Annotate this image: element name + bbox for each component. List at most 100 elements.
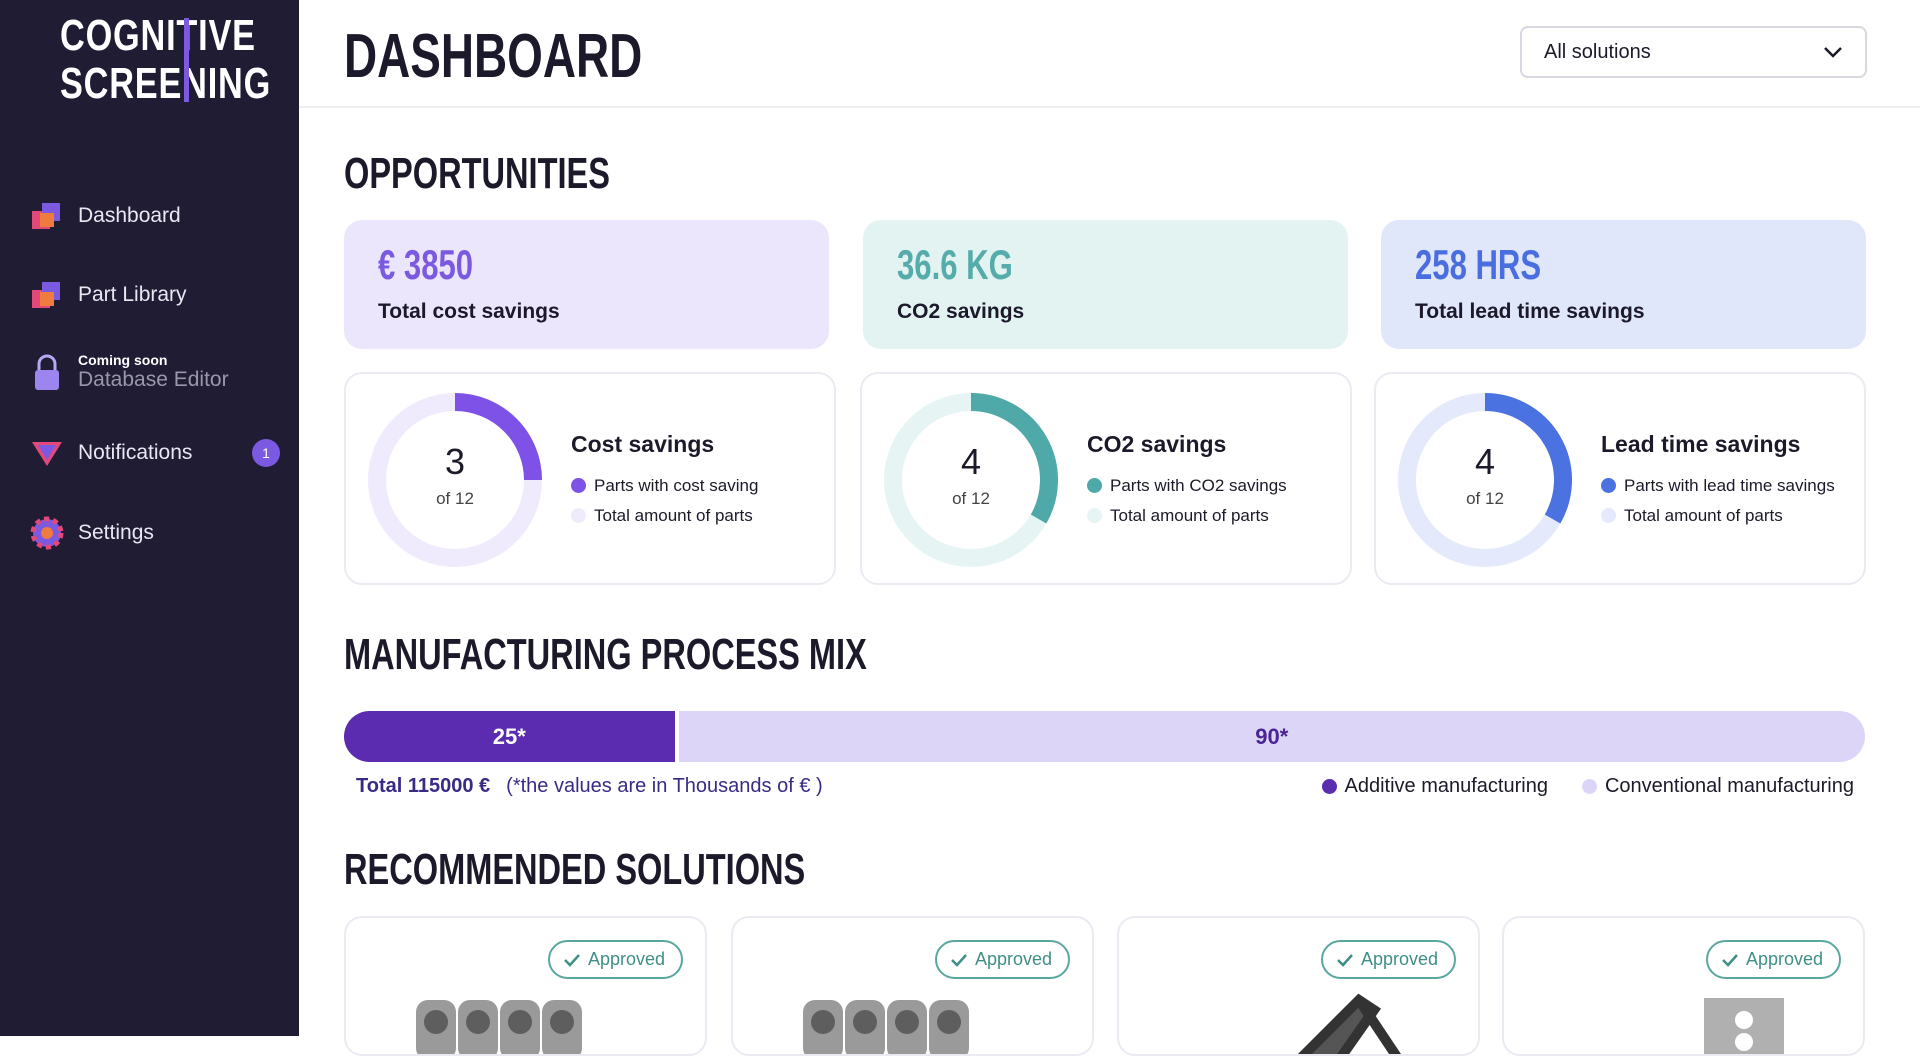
part-image <box>416 1000 582 1054</box>
nav-icon <box>32 442 62 466</box>
legend-item: Total amount of parts <box>1087 506 1337 526</box>
legend-item: Conventional manufacturing <box>1581 775 1854 798</box>
bar-segment: 25* <box>344 711 675 762</box>
donut-arc <box>1484 393 1572 524</box>
donut: 4 of 12 <box>884 393 1058 567</box>
part-hole <box>853 1010 877 1034</box>
nav-item[interactable]: Notifications 1 <box>30 436 280 470</box>
legend-dot <box>1321 779 1337 794</box>
kpi-label: Total cost savings <box>378 300 560 323</box>
logo-line: SCREENING <box>60 59 272 108</box>
bar-segment: 90* <box>674 711 1865 762</box>
legend-item: Additive manufacturing <box>1321 775 1548 798</box>
legend-item: Parts with CO2 savings <box>1087 476 1337 496</box>
nav-icon <box>30 516 64 550</box>
donut-title: Cost savings <box>571 431 715 457</box>
part-image <box>803 1000 969 1054</box>
donut: 4 of 12 <box>1398 393 1572 567</box>
legend-dot <box>571 508 586 523</box>
donut-arc <box>454 393 542 481</box>
nav-item[interactable]: Dashboard <box>30 199 280 233</box>
legend-dot <box>571 478 586 493</box>
sidebar: COGNITIVE SCREENING Dashboard Part Libra… <box>0 0 299 1036</box>
part-image <box>1704 998 1784 1054</box>
kpi-value: € 3850 <box>378 241 474 288</box>
nav-icon <box>35 354 59 390</box>
status-badge: Approved <box>1320 940 1456 979</box>
nav-label: Part Library <box>78 283 187 306</box>
legend-label: Total amount of parts <box>594 506 753 525</box>
logo-line: COGNITIVE <box>60 11 256 60</box>
page-title: DASHBOARD <box>344 22 643 91</box>
legend-dot <box>1601 478 1616 493</box>
part-hole <box>937 1010 961 1034</box>
badge-label: Approved <box>587 949 665 969</box>
donut-title: Lead time savings <box>1601 431 1801 457</box>
legend-dot <box>1581 779 1597 794</box>
donut-total: of 12 <box>1466 489 1504 508</box>
donut-total: of 12 <box>436 489 474 508</box>
kpi-card: € 3850 Total cost savings <box>344 220 829 349</box>
donut-count: 3 <box>445 441 465 482</box>
legend-dot <box>1601 508 1616 523</box>
legend-dot <box>1087 508 1102 523</box>
part-hole <box>550 1010 574 1034</box>
bar-value-label: 90* <box>1255 723 1289 749</box>
chevron <box>1824 47 1842 58</box>
donut-info: Lead time savings Parts with lead time sa… <box>1601 374 1851 583</box>
legend-label: Total amount of parts <box>1110 506 1269 525</box>
solution-card[interactable]: Approved <box>344 916 707 1056</box>
nav-item[interactable]: Settings <box>30 516 280 550</box>
donut-info: CO2 savings Parts with CO2 savings Total a… <box>1087 374 1337 583</box>
donut-arc <box>970 393 1058 524</box>
legend-label: Total amount of parts <box>1624 506 1783 525</box>
part-hole <box>466 1010 490 1034</box>
check <box>1722 953 1738 967</box>
check <box>1337 953 1353 967</box>
donut-card: 4 of 12 Lead time savings Parts with lead t… <box>1374 372 1866 585</box>
nav-icon <box>32 203 60 229</box>
part-hole <box>424 1010 448 1034</box>
status-badge: Approved <box>547 940 683 979</box>
section-title: OPPORTUNITIES <box>344 149 610 198</box>
donut-count: 4 <box>1475 441 1495 482</box>
solution-card[interactable]: Approved <box>1502 916 1865 1056</box>
check-icon <box>1337 953 1353 967</box>
legend-label: Additive manufacturing <box>1344 775 1548 797</box>
legend-label: Conventional manufacturing <box>1604 775 1854 797</box>
check <box>564 953 580 967</box>
bar-value-label: 25* <box>492 723 526 749</box>
legend-label: Parts with CO2 savings <box>1110 476 1287 495</box>
solution-card[interactable]: Approved <box>1117 916 1480 1056</box>
nav-badge: 1 <box>252 439 280 467</box>
nav-item[interactable]: Part Library <box>30 278 280 312</box>
solution-select[interactable]: All solutions <box>1520 26 1867 78</box>
kpi-label: CO2 savings <box>897 300 1025 323</box>
select-label: All solutions <box>1544 40 1651 63</box>
donut-title: CO2 savings <box>1087 431 1227 457</box>
nav-label: Database Editor <box>78 368 229 391</box>
total-label: Total 115000 € <box>356 775 491 797</box>
solution-card[interactable]: Approved <box>731 916 1094 1056</box>
process-legend: Additive manufacturing Conventional manuf… <box>1321 775 1854 798</box>
part-image <box>1297 993 1402 1054</box>
legend-item: Total amount of parts <box>571 506 821 526</box>
legend-dot <box>1087 478 1102 493</box>
part-shape <box>1297 993 1402 1054</box>
kpi-card: 258 HRS Total lead time savings <box>1381 220 1866 349</box>
kpi-value: 36.6 KG <box>897 241 1013 288</box>
legend-item: Total amount of parts <box>1601 506 1851 526</box>
kpi-label: Total lead time savings <box>1415 300 1645 323</box>
status-badge: Approved <box>934 940 1070 979</box>
donut-total: of 12 <box>952 489 990 508</box>
kpi-card: 36.6 KG CO2 savings <box>863 220 1348 349</box>
legend-item: Parts with lead time savings <box>1601 476 1851 496</box>
section-title: RECOMMENDED SOLUTIONS <box>344 845 806 894</box>
part-hole <box>508 1010 532 1034</box>
donut-info: Cost savings Parts with cost saving Total … <box>571 374 821 583</box>
check-icon <box>951 953 967 967</box>
process-bar: 25* 90* <box>344 711 1865 762</box>
legend-label: Parts with cost saving <box>594 476 759 495</box>
check <box>951 953 967 967</box>
